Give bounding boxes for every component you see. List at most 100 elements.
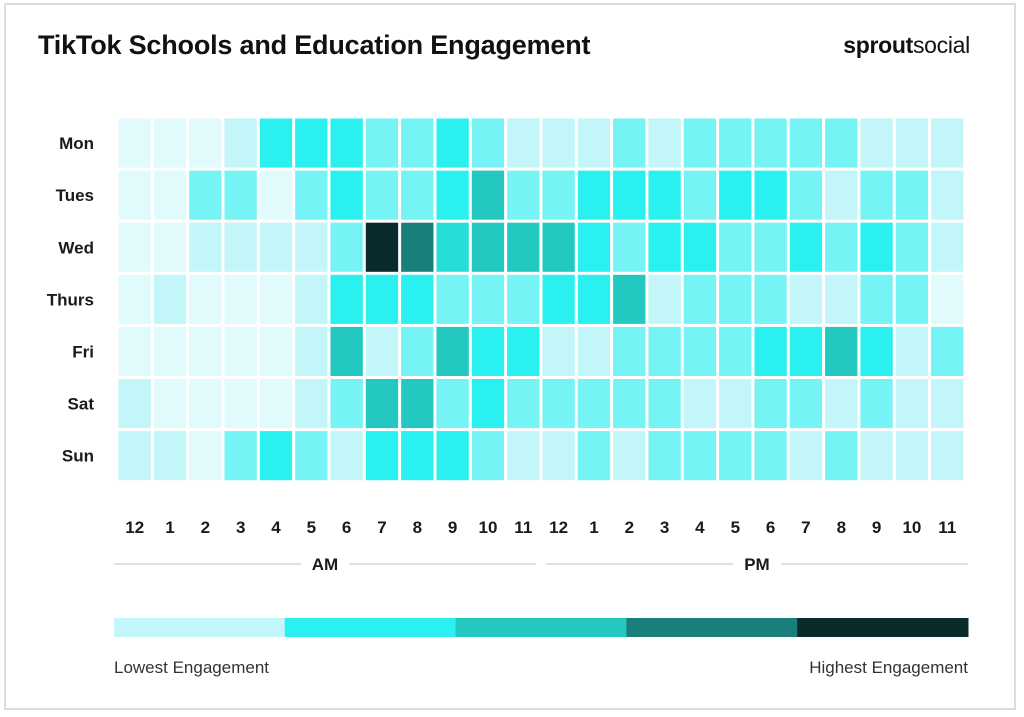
heatmap-cell-sat-10 bbox=[471, 379, 505, 429]
brand-logo-light: social bbox=[912, 32, 970, 58]
heatmap-cell-mon-16 bbox=[683, 118, 717, 168]
heatmap-cell-sat-9 bbox=[436, 379, 469, 429]
heatmap-cell-tues-4 bbox=[259, 170, 293, 220]
heatmap-cell-thurs-2 bbox=[189, 274, 222, 324]
heatmap-cell-fri-18 bbox=[754, 326, 787, 376]
heatmap-cell-sat-15 bbox=[648, 379, 681, 429]
hour-label-2: 2 bbox=[201, 518, 210, 537]
heatmap-cell-sat-12 bbox=[542, 379, 575, 429]
legend-swatch-2 bbox=[284, 618, 457, 637]
heatmap-cell-wed-4 bbox=[259, 222, 293, 272]
hour-label-6: 6 bbox=[342, 518, 351, 537]
heatmap-cell-tues-10 bbox=[471, 170, 505, 220]
heatmap-cell-sat-6 bbox=[330, 379, 363, 429]
heatmap-cell-sun-13 bbox=[577, 431, 611, 481]
heatmap-cell-tues-5 bbox=[295, 170, 328, 220]
heatmap-cell-tues-3 bbox=[224, 170, 257, 220]
heatmap-cell-tues-13 bbox=[577, 170, 611, 220]
heatmap-cell-sun-6 bbox=[330, 431, 363, 481]
heatmap-cell-sun-16 bbox=[683, 431, 717, 481]
hour-label-19: 7 bbox=[801, 518, 810, 537]
heatmap-cell-thurs-19 bbox=[789, 274, 823, 324]
hour-label-7: 7 bbox=[377, 518, 386, 537]
hour-label-22: 10 bbox=[902, 518, 921, 537]
heatmap-cell-sun-20 bbox=[825, 431, 858, 481]
heatmap-cell-mon-9 bbox=[436, 118, 469, 168]
heatmap-cell-sun-10 bbox=[471, 431, 505, 481]
heatmap-cell-wed-23 bbox=[931, 222, 964, 272]
day-label-tues: Tues bbox=[56, 186, 94, 205]
heatmap-cell-sat-19 bbox=[789, 379, 823, 429]
period-label-pm: PM bbox=[744, 555, 770, 574]
heatmap-cell-tues-18 bbox=[754, 170, 787, 220]
heatmap-cell-tues-9 bbox=[436, 170, 469, 220]
heatmap-cell-mon-1 bbox=[153, 118, 187, 168]
heatmap-cell-mon-12 bbox=[542, 118, 575, 168]
heatmap-cell-sat-23 bbox=[931, 379, 964, 429]
heatmap-cell-wed-10 bbox=[471, 222, 505, 272]
heatmap-cell-sun-23 bbox=[931, 431, 964, 481]
hour-label-17: 5 bbox=[731, 518, 740, 537]
hour-label-23: 11 bbox=[938, 518, 956, 537]
heatmap-cell-thurs-10 bbox=[471, 274, 505, 324]
heatmap-cell-wed-16 bbox=[683, 222, 717, 272]
heatmap-cell-fri-15 bbox=[648, 326, 681, 376]
heatmap-cell-wed-9 bbox=[436, 222, 469, 272]
heatmap-cell-tues-1 bbox=[153, 170, 187, 220]
heatmap-cell-mon-13 bbox=[577, 118, 611, 168]
heatmap-cell-tues-7 bbox=[365, 170, 399, 220]
heatmap-cell-sat-11 bbox=[507, 379, 540, 429]
hour-label-9: 9 bbox=[448, 518, 457, 537]
heatmap-cell-sat-21 bbox=[860, 379, 893, 429]
heatmap-cell-mon-14 bbox=[613, 118, 646, 168]
heatmap-cell-sat-2 bbox=[189, 379, 222, 429]
hour-labels: 12 1 2 3 4 5 6 7 8 9 10 11 12 1 2 3 4 5 6 7 8 9 10 11 bbox=[125, 518, 956, 537]
legend-swatch-4 bbox=[626, 618, 798, 637]
heatmap-cell-sun-11 bbox=[507, 431, 540, 481]
hour-label-14: 2 bbox=[625, 518, 634, 537]
heatmap-cell-fri-12 bbox=[542, 326, 575, 376]
heatmap-cell-wed-20 bbox=[825, 222, 858, 272]
heatmap-cell-sun-14 bbox=[613, 431, 646, 481]
heatmap-cell-thurs-5 bbox=[295, 274, 328, 324]
brand-logo: sproutsocial bbox=[843, 32, 970, 59]
heatmap-cell-mon-4 bbox=[259, 118, 293, 168]
heatmap-cell-fri-0 bbox=[118, 326, 151, 376]
heatmap-cell-tues-22 bbox=[895, 170, 929, 220]
heatmap-cell-sat-14 bbox=[613, 379, 646, 429]
legend-swatch-1 bbox=[114, 618, 286, 637]
heatmap-cell-wed-18 bbox=[754, 222, 787, 272]
heatmap-cell-fri-11 bbox=[507, 326, 540, 376]
hour-label-11: 11 bbox=[514, 518, 532, 537]
heatmap-cell-sun-19 bbox=[789, 431, 823, 481]
heatmap-cell-thurs-9 bbox=[436, 274, 469, 324]
heatmap-cell-thurs-0 bbox=[118, 274, 151, 324]
heatmap-cell-sat-0 bbox=[118, 379, 151, 429]
heatmap-cell-sat-20 bbox=[825, 379, 858, 429]
heatmap-cell-sat-18 bbox=[754, 379, 787, 429]
heatmap-cell-sun-7 bbox=[365, 431, 399, 481]
heatmap-cell-fri-17 bbox=[719, 326, 752, 376]
day-label-sat: Sat bbox=[68, 395, 95, 414]
heatmap-cell-thurs-3 bbox=[224, 274, 257, 324]
heatmap-cell-fri-7 bbox=[365, 326, 399, 376]
heatmap-cell-sun-3 bbox=[224, 431, 257, 481]
heatmap-cell-fri-8 bbox=[401, 326, 434, 376]
heatmap-cell-mon-3 bbox=[224, 118, 257, 168]
heatmap-cell-thurs-7 bbox=[365, 274, 399, 324]
heatmap-cell-wed-21 bbox=[860, 222, 893, 272]
heatmap-cell-sun-9 bbox=[436, 431, 469, 481]
heatmap-cell-mon-21 bbox=[860, 118, 893, 168]
hour-label-20: 8 bbox=[837, 518, 846, 537]
heatmap-cell-thurs-21 bbox=[860, 274, 893, 324]
heatmap-cell-wed-19 bbox=[789, 222, 823, 272]
heatmap-cell-tues-17 bbox=[719, 170, 752, 220]
heatmap-cell-tues-16 bbox=[683, 170, 717, 220]
heatmap-cell-sun-8 bbox=[401, 431, 434, 481]
heatmap-cell-sat-13 bbox=[577, 379, 611, 429]
heatmap-cell-mon-23 bbox=[931, 118, 964, 168]
heatmap-cell-tues-19 bbox=[789, 170, 823, 220]
heatmap-cell-wed-6 bbox=[330, 222, 363, 272]
heatmap-cell-thurs-12 bbox=[542, 274, 575, 324]
heatmap-cell-thurs-11 bbox=[507, 274, 540, 324]
